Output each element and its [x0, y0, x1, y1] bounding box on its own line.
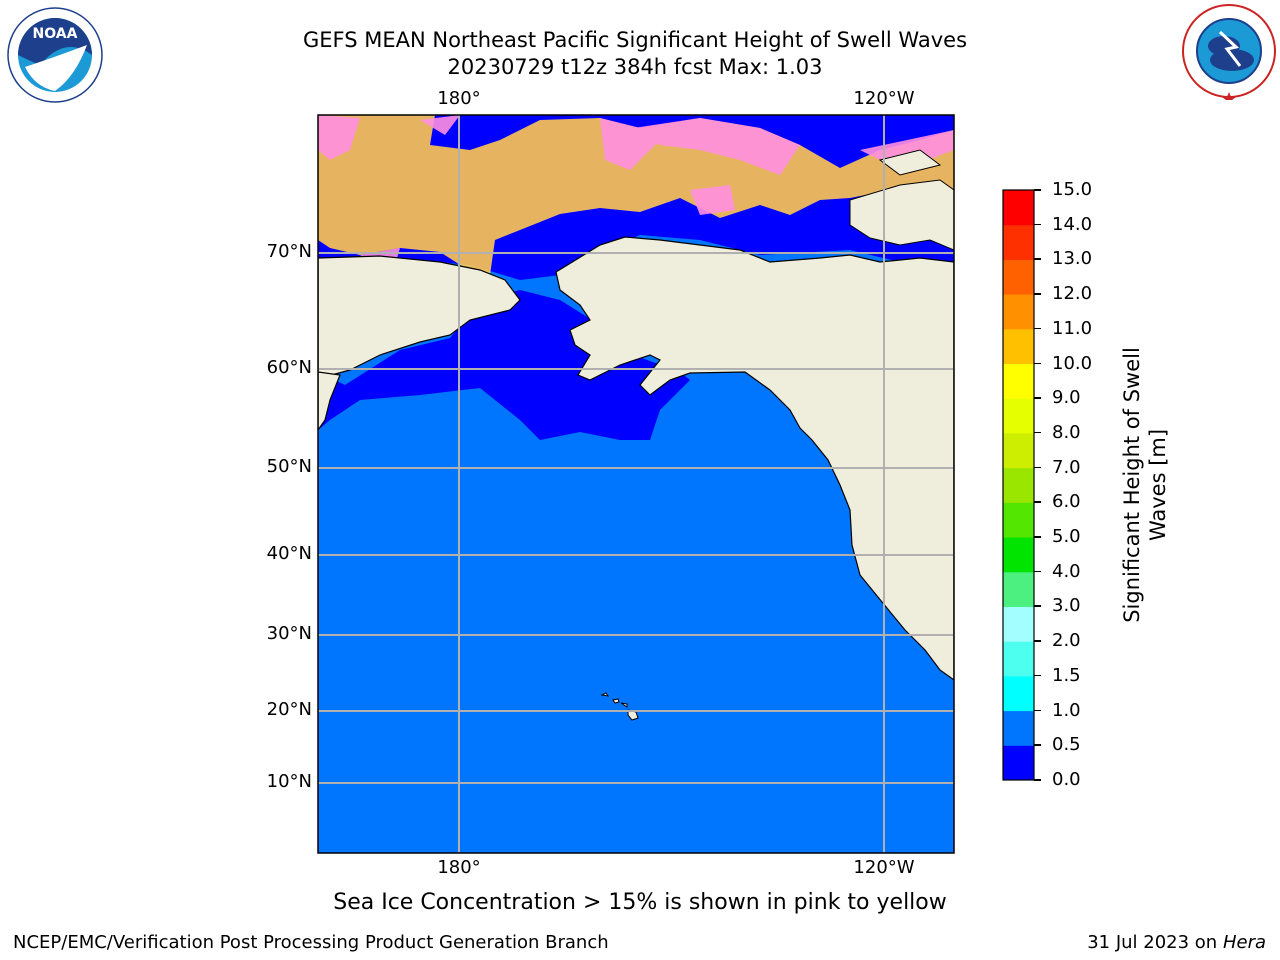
colorbar-tick-mark — [1034, 640, 1041, 642]
lat-tick-70n: 70°N — [266, 241, 312, 262]
colorbar-tick-mark — [1034, 223, 1041, 226]
colorbar-segment — [1003, 224, 1034, 260]
colorbar-tick-mark — [1034, 362, 1041, 365]
colorbar-label: Significant Height of Swell Waves [m] — [1119, 347, 1171, 623]
colorbar-tick-mark — [1034, 397, 1041, 399]
colorbar-tick-mark — [1034, 258, 1041, 260]
colorbar-segment — [1003, 571, 1034, 607]
arctic-island-land — [878, 149, 942, 176]
colorbar-segment — [1003, 745, 1034, 781]
lat-tick-50n: 50°N — [266, 456, 312, 477]
colorbar-tick-mark — [1034, 431, 1041, 434]
colorbar-segment — [1003, 502, 1034, 538]
footer-right: 31 Jul 2023 on Hera — [1087, 932, 1266, 953]
colorbar-tick-label: 14.0 — [1052, 213, 1093, 235]
colorbar-tick-label: 7.0 — [1052, 456, 1081, 478]
colorbar-segment — [1003, 467, 1034, 503]
footer-date: 31 Jul 2023 on — [1087, 932, 1223, 953]
lat-tick-30n: 30°N — [266, 623, 312, 644]
colorbar-segment — [1003, 328, 1034, 365]
lon-tick-bottom-120w: 120°W — [853, 857, 915, 878]
colorbar-tick-mark — [1034, 674, 1041, 677]
colorbar-tick-label: 12.0 — [1052, 283, 1093, 305]
lon-tick-bottom-180: 180° — [437, 857, 481, 878]
colorbar-tick-label: 13.0 — [1052, 248, 1093, 270]
colorbar-tick-label: 5.0 — [1052, 526, 1081, 548]
colorbar-frame — [1002, 189, 1035, 781]
arctic-island-land — [849, 179, 954, 251]
colorbar — [1002, 189, 1035, 781]
ice-note: Sea Ice Concentration > 15% is shown in … — [333, 890, 947, 915]
lat-tick-20n: 20°N — [266, 699, 312, 720]
alaska-canada-land — [555, 236, 954, 681]
colorbar-tick-label: 0.5 — [1052, 734, 1081, 756]
colorbar-tick-mark — [1034, 501, 1041, 503]
lon-tick-top-120w: 120°W — [853, 88, 915, 109]
graticule — [318, 115, 954, 853]
colorbar-segment — [1003, 398, 1034, 434]
colorbar-tick-label: 3.0 — [1052, 595, 1081, 617]
colorbar-tick-label: 8.0 — [1052, 421, 1081, 443]
lat-tick-40n: 40°N — [266, 543, 312, 564]
colorbar-segment — [1003, 259, 1034, 295]
colorbar-tick-mark — [1034, 779, 1041, 781]
footer-machine: Hera — [1222, 932, 1266, 953]
colorbar-segment — [1003, 294, 1034, 330]
colorbar-label-line2: Waves [m] — [1146, 428, 1170, 542]
lon-tick-top-180: 180° — [437, 88, 481, 109]
nws-logo — [1182, 4, 1276, 100]
colorbar-tick-mark — [1034, 189, 1041, 191]
colorbar-tick-mark — [1034, 293, 1041, 295]
colorbar-tick-mark — [1034, 570, 1041, 573]
colorbar-segment — [1003, 710, 1034, 746]
footer-left: NCEP/EMC/Verification Post Processing Pr… — [13, 932, 609, 953]
colorbar-label-line1: Significant Height of Swell — [1120, 347, 1144, 623]
colorbar-tick-label: 6.0 — [1052, 491, 1081, 513]
lat-tick-10n: 10°N — [266, 771, 312, 792]
colorbar-segment — [1003, 432, 1034, 469]
colorbar-tick-label: 9.0 — [1052, 387, 1081, 409]
colorbar-segment — [1003, 641, 1034, 677]
hawaii-land — [600, 692, 639, 721]
kamchatka-land — [318, 371, 341, 432]
colorbar-tick-label: 15.0 — [1052, 179, 1093, 200]
colorbar-segment — [1003, 675, 1034, 712]
colorbar-segment — [1003, 537, 1034, 573]
colorbar-tick-label: 1.0 — [1052, 699, 1081, 721]
colorbar-tick-label: 2.0 — [1052, 630, 1081, 652]
colorbar-tick-label: 10.0 — [1052, 352, 1093, 374]
noaa-logo: NOAA — [7, 7, 103, 103]
chart-title: GEFS MEAN Northeast Pacific Significant … — [302, 28, 968, 52]
colorbar-tick-label: 1.5 — [1052, 664, 1081, 686]
colorbar-tick-mark — [1034, 466, 1041, 469]
chart-subtitle: 20230729 t12z 384h fcst Max: 1.03 — [447, 55, 823, 79]
colorbar-tick-mark — [1034, 605, 1041, 607]
sea-ice-high-concentration — [318, 115, 954, 265]
colorbar-segment — [1003, 190, 1034, 226]
map-frame — [317, 114, 955, 854]
colorbar-tick-mark — [1034, 709, 1041, 712]
colorbar-segment — [1003, 606, 1034, 642]
colorbar-tick-mark — [1034, 327, 1041, 330]
noaa-logo-text: NOAA — [33, 26, 78, 42]
colorbar-tick-label: 4.0 — [1052, 560, 1081, 582]
sea-ice-area — [318, 115, 954, 275]
colorbar-tick-mark — [1034, 744, 1041, 746]
colorbar-tick-label: 0.0 — [1052, 769, 1081, 790]
colorbar-tick-mark — [1034, 536, 1041, 538]
colorbar-segment — [1003, 363, 1034, 399]
lat-tick-60n: 60°N — [266, 357, 312, 378]
colorbar-tick-label: 11.0 — [1052, 317, 1093, 339]
